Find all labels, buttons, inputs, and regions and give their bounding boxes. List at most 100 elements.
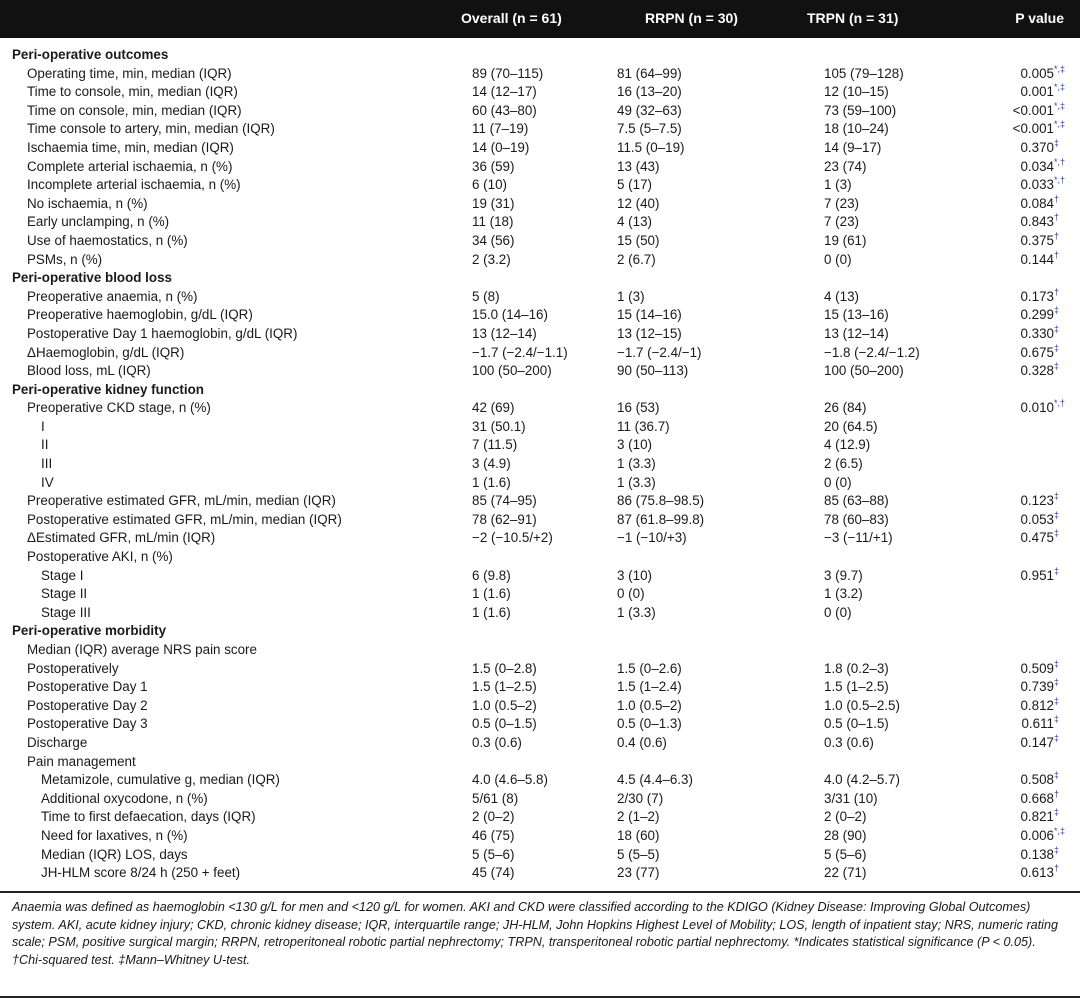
table-row: Use of haemostatics, n (%) 34 (56) 15 (50)… xyxy=(0,231,1080,251)
table-row: JH-HLM score 8/24 h (250 + feet) 45 (74) 2… xyxy=(0,863,1080,883)
cell-trpn: 13 (12–14) xyxy=(824,325,889,341)
table-row: I 31 (50.1) 11 (36.7) 20 (64.5) xyxy=(0,418,1080,437)
section-heading: Peri-operative outcomes xyxy=(0,46,1080,65)
row-label: Time to first defaecation, days (IQR) xyxy=(41,809,256,825)
row-label: Early unclamping, n (%) xyxy=(27,214,170,230)
cell-p-value: 0.375 xyxy=(1020,232,1054,248)
cell-overall: 3 (4.9) xyxy=(472,456,511,472)
cell-rrpn: 16 (13–20) xyxy=(617,84,682,100)
table-row: ΔHaemoglobin, g/dL (IQR) −1.7 (−2.4/−1.1)… xyxy=(0,343,1080,363)
cell-overall: 5 (5–6) xyxy=(472,846,515,862)
row-label: Postoperative AKI, n (%) xyxy=(27,549,173,565)
cell-rrpn: 2/30 (7) xyxy=(617,790,664,806)
table-row: III 3 (4.9) 1 (3.3) 2 (6.5) xyxy=(0,455,1080,474)
cell-rrpn: 11 (36.7) xyxy=(617,418,670,434)
table-row: II 7 (11.5) 3 (10) 4 (12.9) xyxy=(0,436,1080,455)
cell-rrpn: 0 (0) xyxy=(617,586,645,602)
cell-rrpn: 4.5 (4.4–6.3) xyxy=(617,772,693,788)
header-p-value: P value xyxy=(1015,10,1064,26)
p-value-marker: ‡ xyxy=(1054,137,1060,148)
cell-rrpn: 2 (1–2) xyxy=(617,809,660,825)
table-row: Stage II 1 (1.6) 0 (0) 1 (3.2) xyxy=(0,585,1080,604)
row-label: III xyxy=(41,456,53,472)
cell-rrpn: 7.5 (5–7.5) xyxy=(617,121,682,137)
p-value-marker: ‡ xyxy=(1054,509,1060,520)
cell-rrpn: 12 (40) xyxy=(617,195,660,211)
cell-trpn: 1.0 (0.5–2.5) xyxy=(824,697,900,713)
p-value-marker: † xyxy=(1054,788,1060,799)
cell-overall: 85 (74–95) xyxy=(472,493,537,509)
table-row: Time to first defaecation, days (IQR) 2 (… xyxy=(0,807,1080,827)
cell-overall: 1.5 (0–2.8) xyxy=(472,660,537,676)
table-row: Time console to artery, min, median (IQR… xyxy=(0,119,1080,139)
cell-p-value: 0.005 xyxy=(1020,65,1054,81)
table-row: Postoperative Day 3 0.5 (0–1.5) 0.5 (0–1.3… xyxy=(0,714,1080,734)
cell-rrpn: −1.7 (−2.4/−1) xyxy=(617,344,702,360)
row-label: ΔHaemoglobin, g/dL (IQR) xyxy=(27,344,185,360)
p-value-marker: *,† xyxy=(1054,156,1066,167)
cell-overall: 78 (62–91) xyxy=(472,511,537,527)
cell-p-value: 0.843 xyxy=(1020,214,1054,230)
p-value-marker: † xyxy=(1054,193,1060,204)
row-label: Blood loss, mL (IQR) xyxy=(27,363,151,379)
cell-rrpn: −1 (−10/+3) xyxy=(617,530,687,546)
cell-rrpn: 3 (10) xyxy=(617,567,652,583)
cell-p-value: 0.299 xyxy=(1020,307,1054,323)
cell-p-value: 0.370 xyxy=(1020,139,1054,155)
cell-trpn: 85 (63–88) xyxy=(824,493,889,509)
header-rrpn: RRPN (n = 30) xyxy=(645,10,738,26)
cell-p-value: 0.144 xyxy=(1020,251,1054,267)
table-row: Incomplete arterial ischaemia, n (%) 6 (1… xyxy=(0,175,1080,195)
cell-trpn: 19 (61) xyxy=(824,232,867,248)
table-row: Discharge 0.3 (0.6) 0.4 (0.6) 0.3 (0.6) 0.14… xyxy=(0,733,1080,753)
table-row: Need for laxatives, n (%) 46 (75) 18 (60) 2… xyxy=(0,826,1080,846)
table-row: Stage III 1 (1.6) 1 (3.3) 0 (0) xyxy=(0,604,1080,623)
table-row: ΔEstimated GFR, mL/min (IQR) −2 (−10.5/+2… xyxy=(0,528,1080,548)
table-body: Peri-operative outcomes Operating time, m… xyxy=(0,46,1080,883)
table-row: Additional oxycodone, n (%) 5/61 (8) 2/30 … xyxy=(0,789,1080,809)
table-row: Complete arterial ischaemia, n (%) 36 (59… xyxy=(0,157,1080,177)
cell-trpn: 4 (13) xyxy=(824,288,859,304)
cell-rrpn: 13 (43) xyxy=(617,158,660,174)
cell-p-value: 0.821 xyxy=(1020,809,1054,825)
row-label: Postoperative Day 2 xyxy=(27,697,148,713)
row-label: Postoperative Day 1 haemoglobin, g/dL (I… xyxy=(27,325,298,341)
cell-trpn: 0 (0) xyxy=(824,604,852,620)
p-value-marker: † xyxy=(1054,230,1060,241)
cell-p-value: 0.330 xyxy=(1020,325,1054,341)
row-label: Postoperative Day 1 xyxy=(27,679,148,695)
cell-trpn: 7 (23) xyxy=(824,195,859,211)
cell-overall: 14 (12–17) xyxy=(472,84,537,100)
cell-trpn: 1 (3) xyxy=(824,177,852,193)
table-row: Postoperative Day 2 1.0 (0.5–2) 1.0 (0.5–2… xyxy=(0,696,1080,716)
table-row: Metamizole, cumulative g, median (IQR) 4.… xyxy=(0,770,1080,790)
row-label: Operating time, min, median (IQR) xyxy=(27,65,232,81)
cell-p-value: 0.739 xyxy=(1020,679,1054,695)
cell-overall: 89 (70–115) xyxy=(472,65,544,81)
cell-trpn: 0 (0) xyxy=(824,251,852,267)
cell-trpn: 1.5 (1–2.5) xyxy=(824,679,889,695)
cell-rrpn: 15 (50) xyxy=(617,232,660,248)
section-title: Peri-operative morbidity xyxy=(12,623,167,639)
p-value-marker: *,‡ xyxy=(1054,100,1066,111)
cell-overall: 1 (1.6) xyxy=(472,586,511,602)
p-value-marker: ‡ xyxy=(1054,732,1060,743)
row-label: Postoperatively xyxy=(27,660,119,676)
cell-rrpn: 49 (32–63) xyxy=(617,102,682,118)
table-row: Postoperatively 1.5 (0–2.8) 1.5 (0–2.6) 1.8… xyxy=(0,659,1080,679)
row-label: Discharge xyxy=(27,734,88,750)
cell-trpn: 1.8 (0.2–3) xyxy=(824,660,889,676)
cell-overall: 36 (59) xyxy=(472,158,515,174)
cell-trpn: 2 (6.5) xyxy=(824,456,863,472)
cell-p-value: <0.001 xyxy=(1012,102,1054,118)
p-value-marker: ‡ xyxy=(1054,677,1060,688)
cell-trpn: −1.8 (−2.4/−1.2) xyxy=(824,344,920,360)
cell-rrpn: 2 (6.7) xyxy=(617,251,656,267)
table-row: Stage I 6 (9.8) 3 (10) 3 (9.7) 0.951 ‡ xyxy=(0,566,1080,586)
cell-overall: 2 (0–2) xyxy=(472,809,515,825)
cell-overall: 46 (75) xyxy=(472,827,515,843)
table-header: Overall (n = 61) RRPN (n = 30) TRPN (n =… xyxy=(0,0,1080,38)
p-value-marker: ‡ xyxy=(1054,323,1060,334)
cell-trpn: 105 (79–128) xyxy=(824,65,904,81)
cell-overall: 1 (1.6) xyxy=(472,604,511,620)
